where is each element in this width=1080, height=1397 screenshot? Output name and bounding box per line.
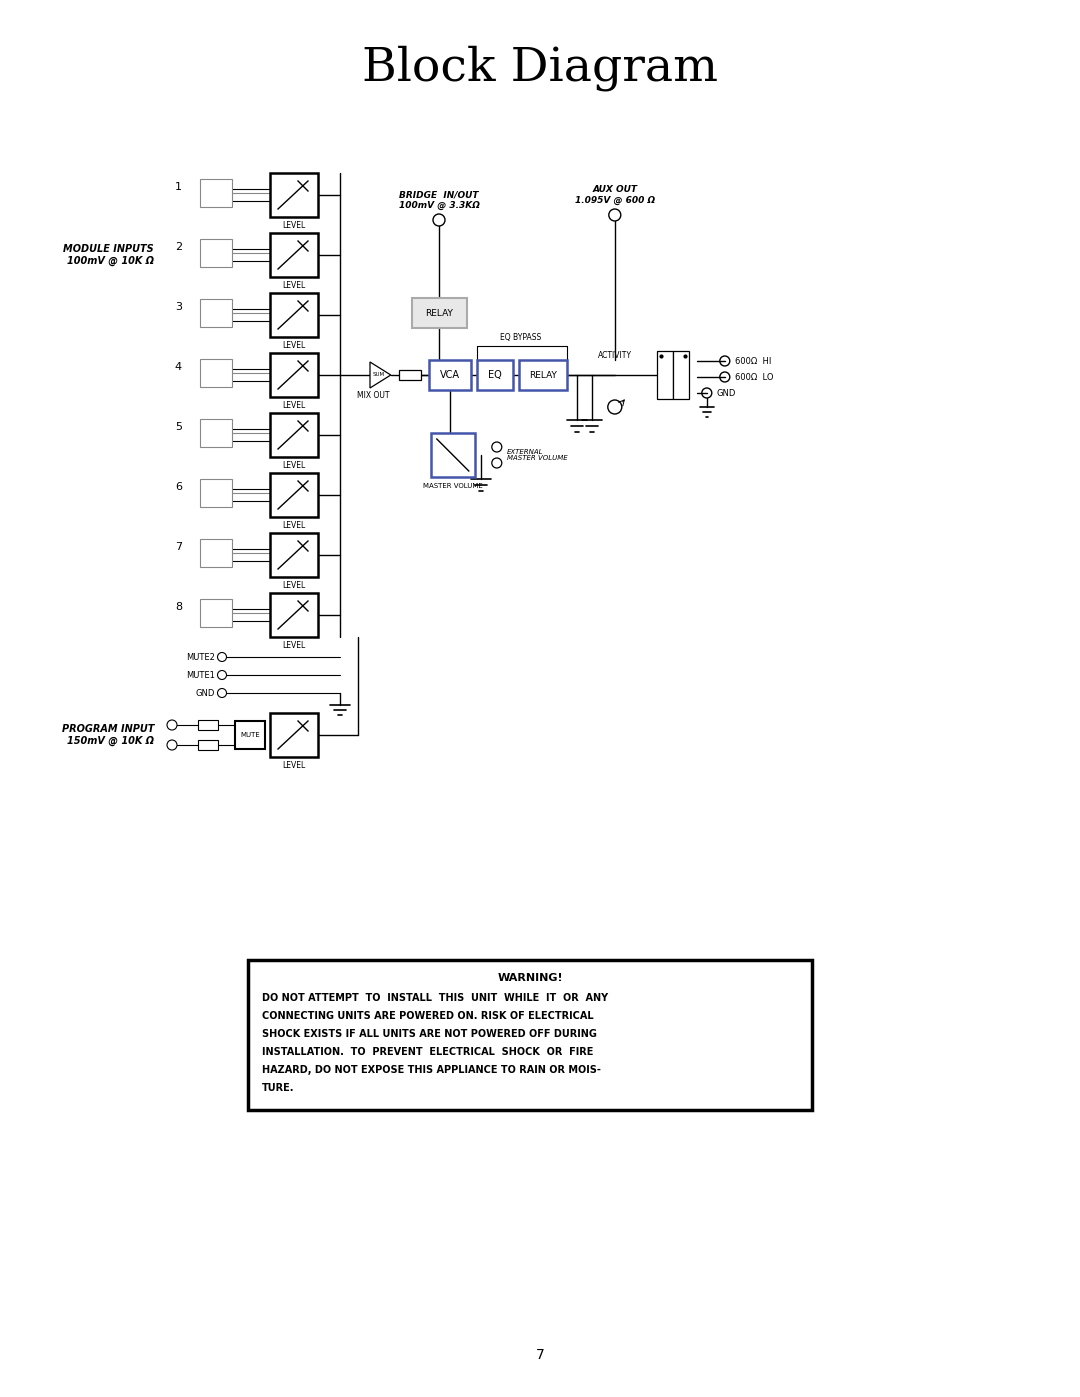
Bar: [270, 353, 318, 397]
Text: MIX OUT: MIX OUT: [356, 391, 389, 400]
Text: 8: 8: [175, 602, 183, 612]
Text: GND: GND: [717, 388, 737, 398]
Text: HAZARD, DO NOT EXPOSE THIS APPLIANCE TO RAIN OR MOIS-: HAZARD, DO NOT EXPOSE THIS APPLIANCE TO …: [262, 1065, 600, 1076]
Text: MUTE1: MUTE1: [186, 671, 215, 679]
Bar: [200, 359, 232, 387]
Text: ACTIVITY: ACTIVITY: [598, 351, 632, 359]
Text: SHOCK EXISTS IF ALL UNITS ARE NOT POWERED OFF DURING: SHOCK EXISTS IF ALL UNITS ARE NOT POWERE…: [262, 1030, 597, 1039]
Bar: [270, 534, 318, 577]
Text: 600Ω  LO: 600Ω LO: [734, 373, 773, 381]
Text: 600Ω  HI: 600Ω HI: [734, 356, 771, 366]
Bar: [200, 179, 232, 207]
Bar: [270, 474, 318, 517]
Text: CONNECTING UNITS ARE POWERED ON. RISK OF ELECTRICAL: CONNECTING UNITS ARE POWERED ON. RISK OF…: [262, 1011, 594, 1021]
Bar: [200, 419, 232, 447]
Bar: [200, 479, 232, 507]
Text: 6: 6: [175, 482, 183, 492]
Text: MUTE: MUTE: [240, 732, 260, 738]
Text: 7: 7: [536, 1348, 544, 1362]
Text: LEVEL: LEVEL: [282, 461, 306, 471]
Bar: [411, 298, 467, 328]
Text: GND: GND: [195, 689, 215, 697]
Bar: [429, 360, 471, 390]
Text: MASTER VOLUME: MASTER VOLUME: [423, 483, 483, 489]
Bar: [399, 370, 421, 380]
Bar: [200, 599, 232, 627]
Text: 7: 7: [175, 542, 183, 552]
Text: BRIDGE  IN/OUT
100mV @ 3.3KΩ: BRIDGE IN/OUT 100mV @ 3.3KΩ: [399, 190, 480, 210]
Bar: [673, 351, 689, 400]
Bar: [200, 239, 232, 267]
Text: EQ BYPASS: EQ BYPASS: [500, 332, 542, 342]
Polygon shape: [370, 362, 391, 388]
Bar: [270, 233, 318, 277]
Text: LEVEL: LEVEL: [282, 641, 306, 651]
Bar: [657, 351, 673, 400]
Bar: [476, 360, 513, 390]
Text: PROGRAM INPUT
150mV @ 10K Ω: PROGRAM INPUT 150mV @ 10K Ω: [62, 724, 154, 746]
Bar: [270, 173, 318, 217]
Bar: [518, 360, 567, 390]
Bar: [270, 592, 318, 637]
Bar: [198, 719, 218, 731]
Text: LEVEL: LEVEL: [282, 761, 306, 771]
Bar: [270, 414, 318, 457]
Text: LEVEL: LEVEL: [282, 581, 306, 591]
Text: INSTALLATION.  TO  PREVENT  ELECTRICAL  SHOCK  OR  FIRE: INSTALLATION. TO PREVENT ELECTRICAL SHOC…: [262, 1046, 593, 1058]
Text: EQ: EQ: [488, 370, 502, 380]
Text: LEVEL: LEVEL: [282, 401, 306, 411]
Bar: [200, 539, 232, 567]
Text: LEVEL: LEVEL: [282, 282, 306, 291]
Bar: [200, 299, 232, 327]
Text: MODULE INPUTS
100mV @ 10K Ω: MODULE INPUTS 100mV @ 10K Ω: [64, 244, 154, 265]
Text: VCA: VCA: [440, 370, 460, 380]
Text: 3: 3: [175, 302, 183, 312]
Text: 4: 4: [175, 362, 183, 372]
Text: EXTERNAL
MASTER VOLUME: EXTERNAL MASTER VOLUME: [507, 448, 567, 461]
Text: RELAY: RELAY: [426, 309, 453, 317]
Bar: [248, 960, 812, 1111]
Text: LEVEL: LEVEL: [282, 521, 306, 531]
Bar: [235, 721, 265, 749]
Text: 2: 2: [175, 242, 183, 251]
Bar: [270, 293, 318, 337]
Bar: [431, 433, 475, 476]
Text: TURE.: TURE.: [262, 1083, 295, 1092]
Text: MUTE2: MUTE2: [186, 652, 215, 662]
Text: SUM: SUM: [373, 373, 386, 377]
Text: 1: 1: [175, 182, 183, 191]
Text: WARNING!: WARNING!: [497, 972, 563, 983]
Text: LEVEL: LEVEL: [282, 222, 306, 231]
Bar: [198, 740, 218, 750]
Text: 5: 5: [175, 422, 183, 432]
Text: Block Diagram: Block Diagram: [362, 45, 718, 91]
Text: DO NOT ATTEMPT  TO  INSTALL  THIS  UNIT  WHILE  IT  OR  ANY: DO NOT ATTEMPT TO INSTALL THIS UNIT WHIL…: [262, 993, 608, 1003]
Bar: [270, 712, 318, 757]
Text: AUX OUT
1.095V @ 600 Ω: AUX OUT 1.095V @ 600 Ω: [575, 186, 654, 205]
Text: LEVEL: LEVEL: [282, 341, 306, 351]
Text: RELAY: RELAY: [529, 370, 556, 380]
